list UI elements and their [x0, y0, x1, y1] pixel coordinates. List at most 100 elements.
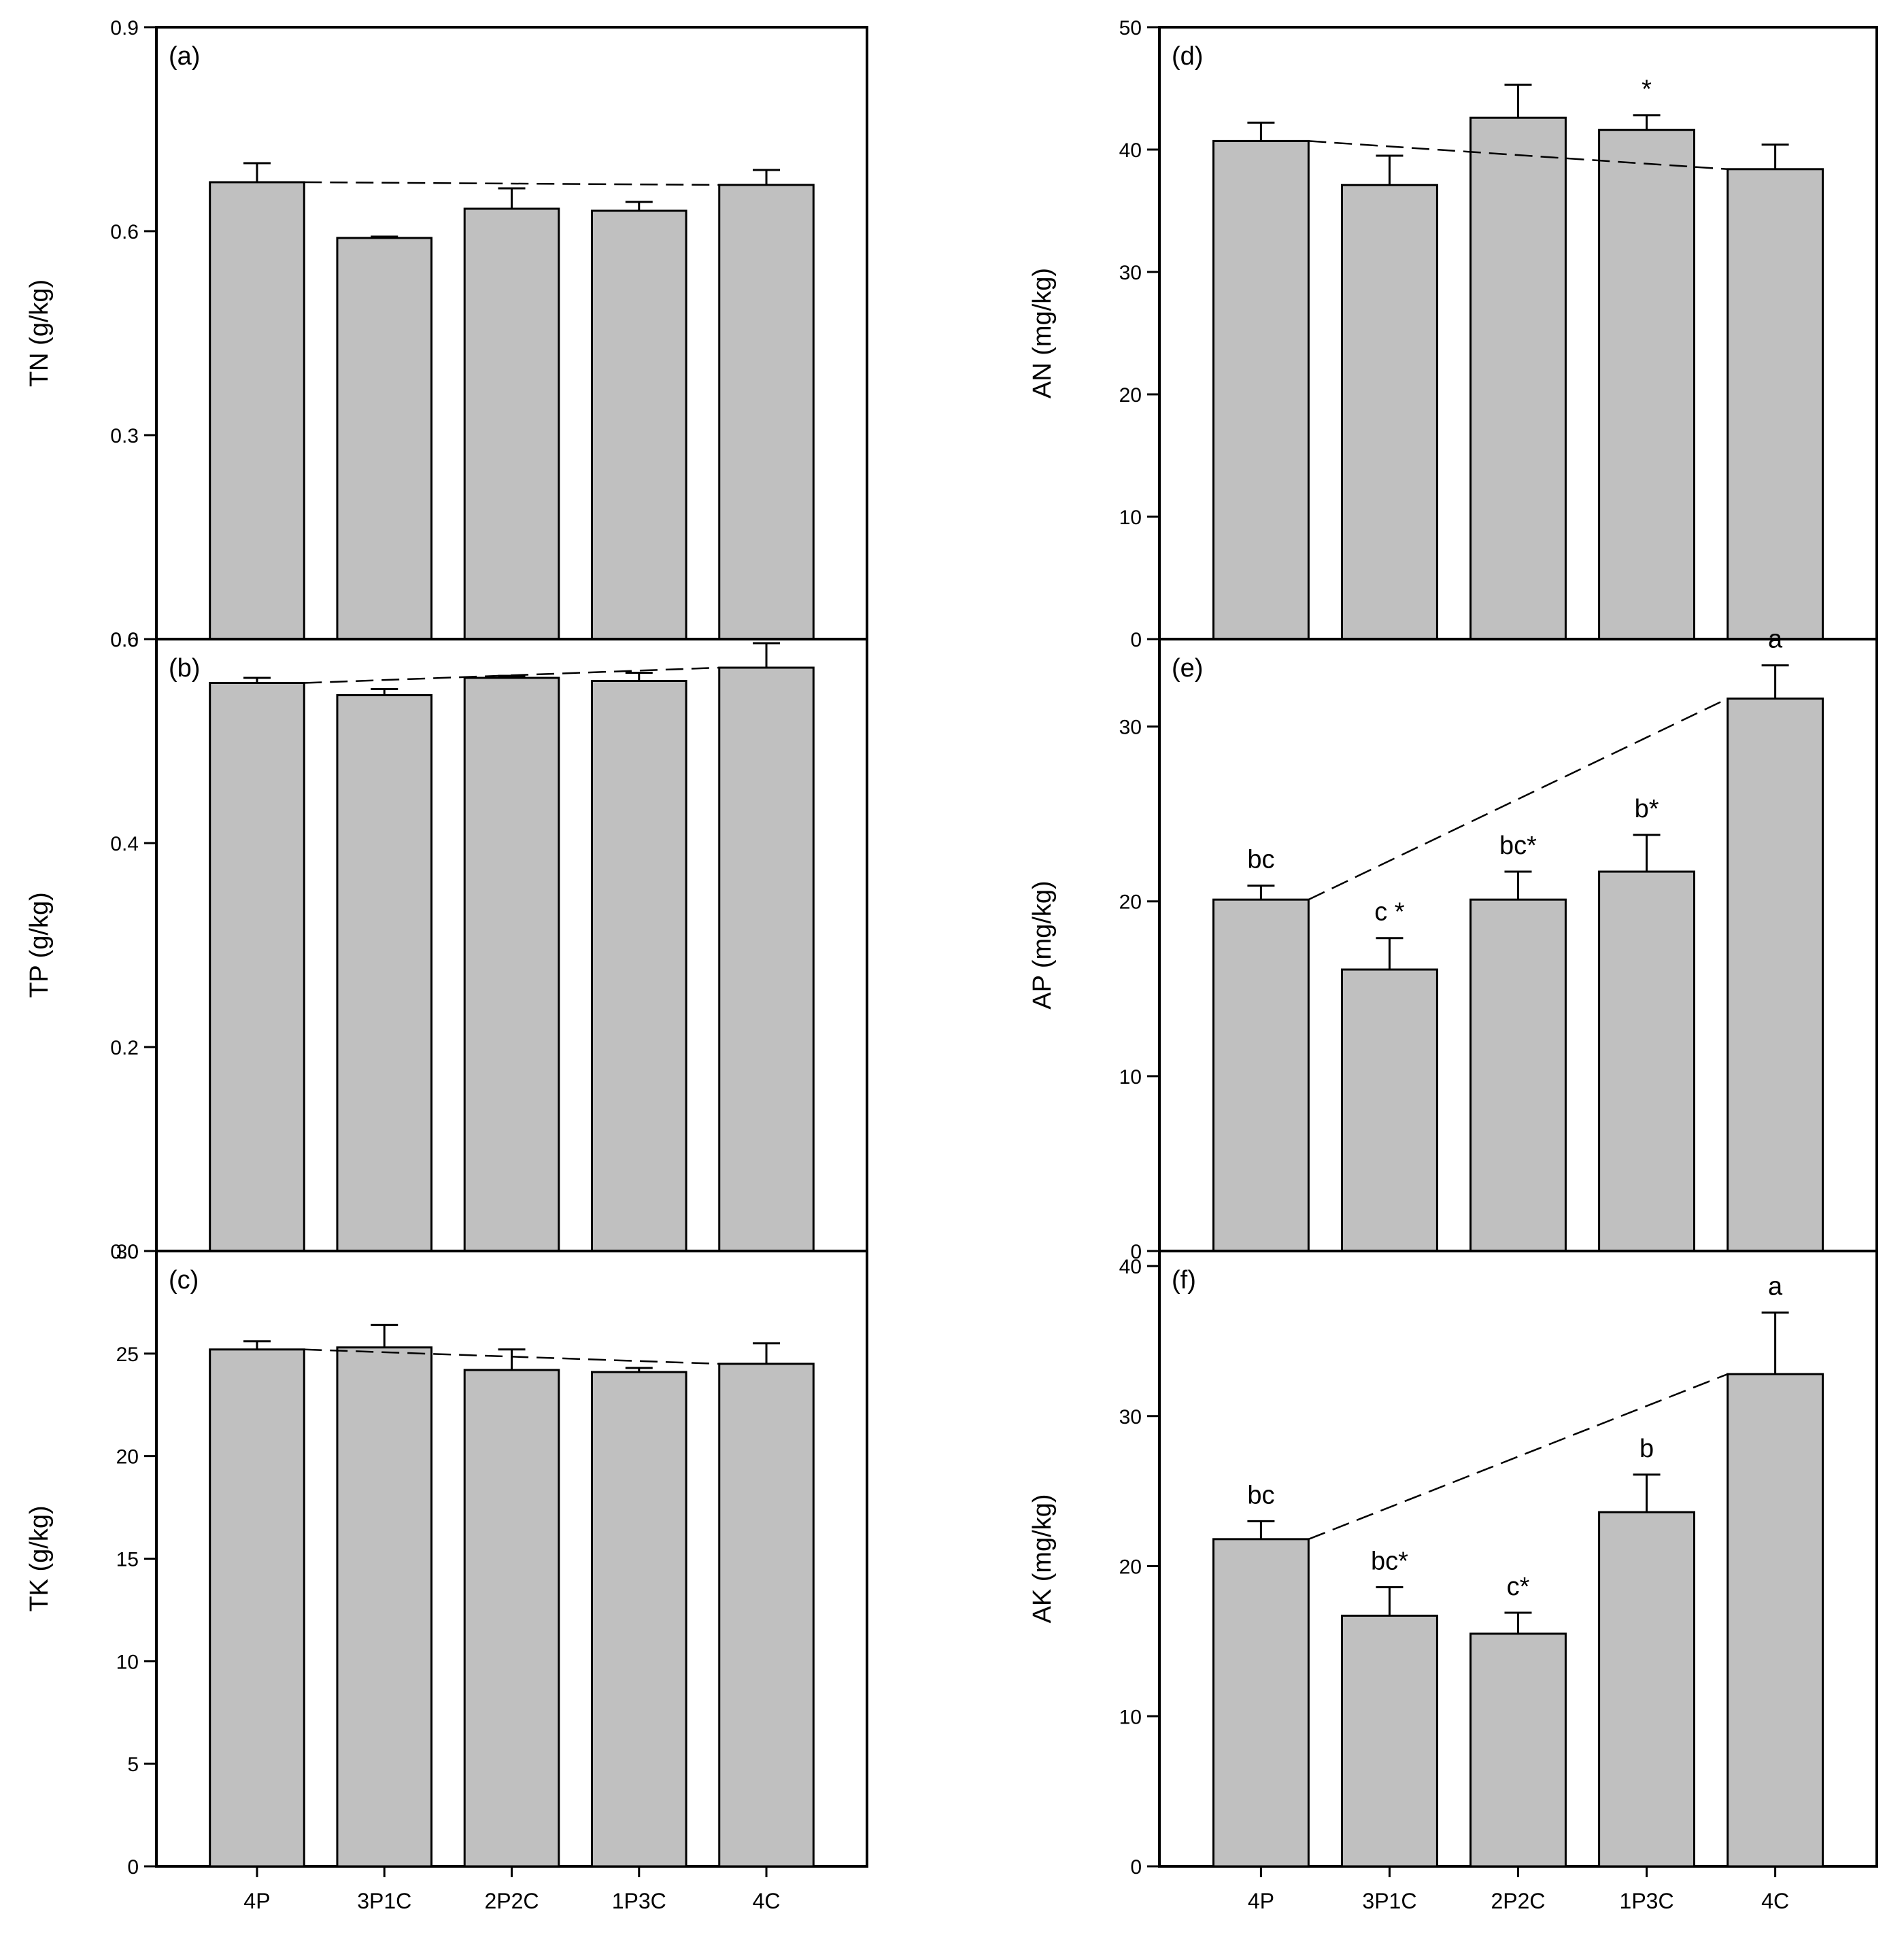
panel-c-bar-3P1C	[336, 1346, 433, 1868]
panel-e-ytick-label: 0	[1130, 1241, 1142, 1263]
panel-e-ap-chart: 0 10 20 30 AP (mg/kg) (e) bc c * bc* b* a	[1028, 626, 1878, 1263]
panel-e-sig-label-1P3C: b*	[1635, 795, 1659, 823]
panel-d-ytick-label: 30	[1119, 262, 1142, 284]
panel-d-bar-4C	[1727, 168, 1824, 640]
panel-a-bar-4P	[209, 181, 305, 640]
panel-f-sig-label-2P2C: c*	[1507, 1573, 1530, 1601]
panel-d-ylabel: AN (mg/kg)	[1028, 268, 1057, 398]
panel-f-category-label-3P1C: 3P1C	[1362, 1889, 1416, 1913]
panel-a-bar-1P3C	[590, 209, 687, 640]
panel-e-ytick-label: 20	[1119, 891, 1142, 914]
panel-f-ak-chart: 0 10 20 30 40 AK (mg/kg) (f) bc bc* c* b a 4P 3P1C 2P2…	[1028, 1250, 1878, 1913]
panel-d-sig-label-1P3C: *	[1642, 75, 1652, 104]
panel-d-ytick-label: 20	[1119, 384, 1142, 407]
panel-a-bar-3P1C	[336, 237, 433, 640]
panel-b-ytick-label: 0.2	[110, 1037, 139, 1059]
panel-c-category-label-3P1C: 3P1C	[357, 1889, 411, 1913]
panel-a-ytick-label: 0.6	[110, 221, 139, 243]
panel-a-bar-4C	[718, 184, 815, 640]
panel-c-category-label-1P3C: 1P3C	[612, 1889, 666, 1913]
panel-d-ytick-label: 50	[1119, 17, 1142, 39]
panel-f-ytick-label: 20	[1119, 1556, 1142, 1579]
panel-e-sig-label-2P2C: bc*	[1499, 832, 1537, 860]
panel-f-ytick-label: 0	[1130, 1856, 1142, 1879]
panel-c-category-label-2P2C: 2P2C	[484, 1889, 539, 1913]
panel-a-ytick-label: 0.3	[110, 425, 139, 447]
panel-d-label: (d)	[1172, 42, 1203, 71]
panel-d-bar-2P2C	[1469, 116, 1567, 640]
panel-d-bar-1P3C	[1598, 129, 1696, 640]
panel-c-category-label-4P: 4P	[243, 1889, 270, 1913]
panel-c-ytick-label: 25	[116, 1343, 139, 1366]
panel-d-trend-line	[1308, 140, 1728, 171]
panel-e-bar-4P	[1212, 898, 1310, 1252]
panel-f-bar-4P	[1212, 1538, 1310, 1868]
panel-c-ylabel: TK (g/kg)	[25, 1505, 54, 1611]
panel-e-bar-2P2C	[1469, 898, 1567, 1252]
panel-b-bar-3P1C	[336, 694, 433, 1252]
panel-b-trend-line	[304, 666, 719, 684]
panel-b-bar-4C	[718, 666, 815, 1252]
panel-f-sig-label-4P: bc	[1247, 1481, 1274, 1509]
panel-f-category-label-4P: 4P	[1248, 1889, 1274, 1913]
panel-b-ytick-label: 0.0	[110, 1241, 139, 1263]
panel-c-bar-1P3C	[590, 1371, 687, 1868]
panel-c-ytick-label: 20	[116, 1446, 139, 1469]
panel-f-bar-3P1C	[1340, 1614, 1438, 1868]
panel-b-ytick-label: 0.4	[110, 833, 139, 855]
panel-c-label: (c)	[169, 1266, 199, 1295]
panel-a-ytick-label: 0.0	[110, 629, 139, 651]
panel-e-bar-1P3C	[1598, 870, 1696, 1252]
panel-a-bar-2P2C	[463, 207, 560, 640]
panel-d-bar-4P	[1212, 139, 1310, 640]
panel-b-ytick-label: 0.6	[110, 629, 139, 651]
panel-c-ytick-label: 10	[116, 1651, 139, 1673]
panel-b-bar-4P	[209, 682, 305, 1252]
panel-a-ylabel: TN (g/kg)	[25, 279, 54, 387]
panel-e-bar-4C	[1727, 697, 1824, 1252]
panel-f-ytick-label: 30	[1119, 1406, 1142, 1428]
panel-f-sig-label-4C: a	[1768, 1273, 1783, 1301]
panel-e-sig-label-4P: bc	[1247, 846, 1274, 874]
panel-e-bar-3P1C	[1340, 968, 1438, 1252]
panel-d-ytick-label: 10	[1119, 507, 1142, 529]
panel-f-ytick-label: 40	[1119, 1256, 1142, 1278]
panel-f-bar-2P2C	[1469, 1632, 1567, 1868]
panel-b-label: (b)	[169, 654, 200, 683]
panel-d-bar-3P1C	[1340, 184, 1438, 640]
panel-f-category-label-1P3C: 1P3C	[1620, 1889, 1674, 1913]
panel-e-sig-label-3P1C: c *	[1374, 898, 1405, 927]
panel-f-bar-1P3C	[1598, 1511, 1696, 1868]
panel-a-label: (a)	[169, 42, 200, 71]
panel-a-trend-line	[304, 181, 719, 186]
panel-c-bar-2P2C	[463, 1369, 560, 1868]
panel-c-bar-4C	[718, 1363, 815, 1868]
panel-b-bar-2P2C	[463, 677, 560, 1252]
panel-f-ytick-label: 10	[1119, 1706, 1142, 1728]
panel-c-bar-4P	[209, 1348, 305, 1868]
panel-b-ylabel: TP (g/kg)	[25, 892, 54, 998]
panel-f-ylabel: AK (mg/kg)	[1028, 1494, 1057, 1623]
panel-e-ytick-label: 30	[1119, 717, 1142, 739]
panel-c-ytick-label: 5	[127, 1753, 139, 1776]
panel-b-bar-1P3C	[590, 680, 687, 1252]
panel-c-ytick-label: 0	[127, 1856, 139, 1879]
panel-f-sig-label-3P1C: bc*	[1371, 1547, 1408, 1575]
panel-f-category-label-2P2C: 2P2C	[1491, 1889, 1545, 1913]
panel-a-ytick-label: 0.9	[110, 17, 139, 39]
panel-e-label: (e)	[1172, 654, 1203, 683]
panel-c-trend-line	[304, 1348, 719, 1365]
panel-e-sig-label-4C: a	[1768, 626, 1783, 654]
panel-f-sig-label-1P3C: b	[1639, 1435, 1654, 1463]
panel-c-tk-chart: 0 5 10 15 20 25 30 TK (g/kg) (c) 4P 3P1C 2P2C 1P3C 4C	[25, 1241, 868, 1913]
panel-a-tn-chart: 0.0 0.3 0.6 0.9 TN (g/kg) (a)	[25, 17, 868, 651]
panel-f-category-label-4C: 4C	[1761, 1889, 1789, 1913]
panel-e-ylabel: AP (mg/kg)	[1028, 880, 1057, 1009]
panel-d-ytick-label: 40	[1119, 139, 1142, 162]
panel-f-trend-line	[1308, 1373, 1729, 1540]
panel-f-bar-4C	[1727, 1373, 1824, 1868]
panel-c-ytick-label: 15	[116, 1549, 139, 1571]
panel-c-ytick-label: 30	[116, 1241, 139, 1263]
